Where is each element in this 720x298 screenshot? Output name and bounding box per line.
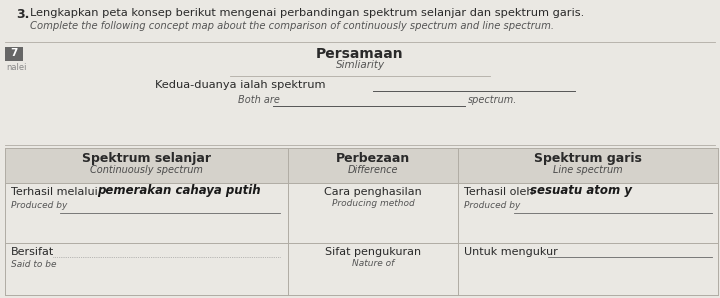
Text: 3.: 3. — [16, 8, 30, 21]
Text: Produced by: Produced by — [464, 201, 521, 210]
Text: spectrum.: spectrum. — [468, 95, 518, 105]
Text: pemerakan cahaya putih: pemerakan cahaya putih — [97, 184, 261, 197]
Text: nalei: nalei — [6, 63, 27, 72]
Text: Lengkapkan peta konsep berikut mengenai perbandingan spektrum selanjar dan spekt: Lengkapkan peta konsep berikut mengenai … — [30, 8, 584, 18]
Text: Kedua-duanya ialah spektrum: Kedua-duanya ialah spektrum — [155, 80, 325, 90]
Text: Terhasil melalui: Terhasil melalui — [11, 187, 98, 197]
Text: Both are: Both are — [238, 95, 280, 105]
Text: Bersifat: Bersifat — [11, 247, 54, 257]
Text: Simliarity: Simliarity — [336, 60, 384, 70]
Text: Producing method: Producing method — [332, 199, 415, 208]
Text: Said to be: Said to be — [11, 260, 56, 269]
Text: Line spectrum: Line spectrum — [553, 165, 623, 175]
Text: Spektrum selanjar: Spektrum selanjar — [82, 152, 211, 165]
Text: Continuously spectrum: Continuously spectrum — [90, 165, 203, 175]
Text: Cara penghasilan: Cara penghasilan — [324, 187, 422, 197]
Text: Produced by: Produced by — [11, 201, 68, 210]
Text: Spektrum garis: Spektrum garis — [534, 152, 642, 165]
Text: Difference: Difference — [348, 165, 398, 175]
Text: Terhasil oleh: Terhasil oleh — [464, 187, 534, 197]
Text: Untuk mengukur: Untuk mengukur — [464, 247, 558, 257]
Text: Nature of: Nature of — [352, 259, 394, 268]
Text: Persamaan: Persamaan — [316, 47, 404, 61]
Text: sesuatu atom y: sesuatu atom y — [530, 184, 632, 197]
Text: 7: 7 — [10, 48, 18, 58]
Bar — [5, 148, 718, 183]
Bar — [5, 47, 23, 61]
Text: Complete the following concept map about the comparison of continuously spectrum: Complete the following concept map about… — [30, 21, 554, 31]
Text: Perbezaan: Perbezaan — [336, 152, 410, 165]
Text: Sifat pengukuran: Sifat pengukuran — [325, 247, 421, 257]
